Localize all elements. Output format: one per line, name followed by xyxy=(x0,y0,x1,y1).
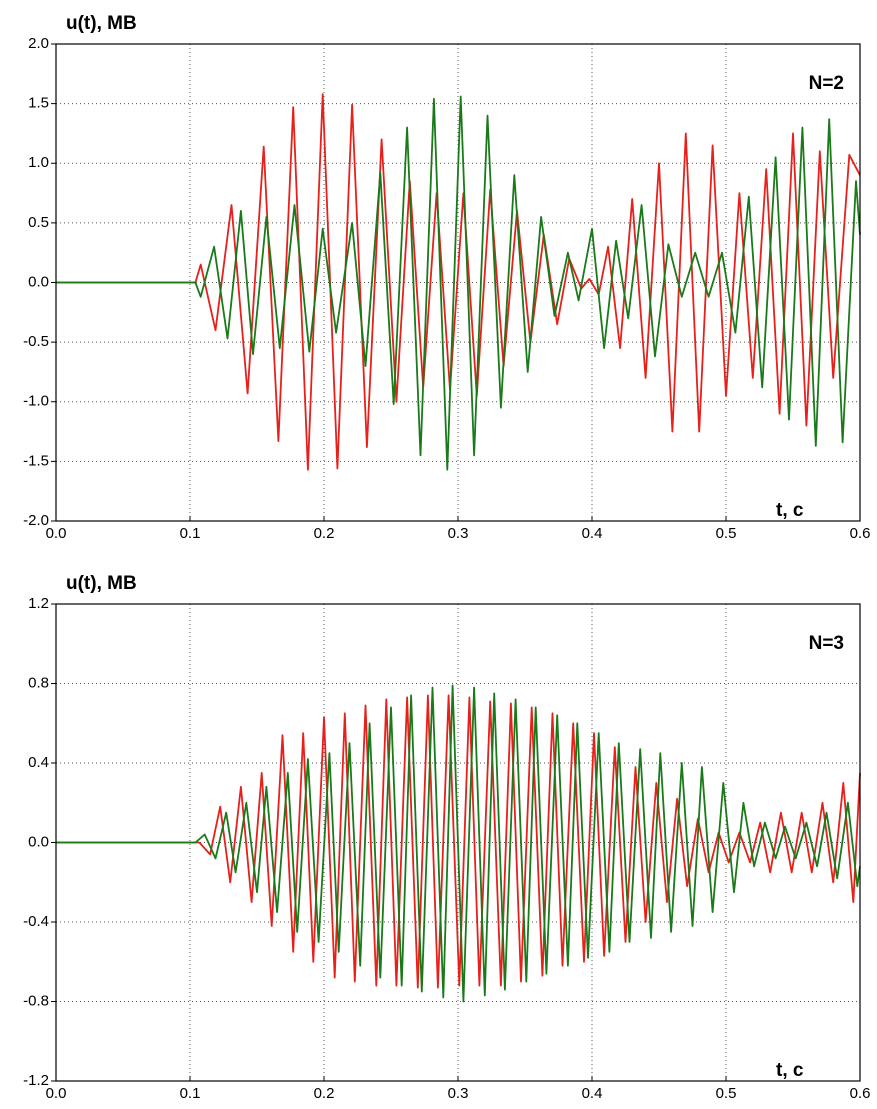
annotation: N=3 xyxy=(809,633,844,654)
y-tick-label: -2.0 xyxy=(23,512,49,529)
signal-line xyxy=(56,684,861,1003)
y-tick-label: -1.0 xyxy=(23,393,49,410)
y-tick-label: 0.5 xyxy=(28,214,49,231)
x-tick-label: 0.5 xyxy=(716,525,737,542)
y-tick-label: -1.5 xyxy=(23,452,49,469)
signal-line xyxy=(56,95,861,471)
x-tick-label: 0.1 xyxy=(180,1085,201,1102)
y-tick-label: 2.0 xyxy=(28,35,49,52)
x-tick-label: 0.3 xyxy=(448,1085,469,1102)
x-tick-label: 0.0 xyxy=(46,1085,67,1102)
x-tick-label: 0.6 xyxy=(850,1085,871,1102)
plot-frame xyxy=(55,43,861,522)
y-tick-label: -0.8 xyxy=(23,992,49,1009)
y-tick-label: 1.0 xyxy=(28,154,49,171)
x-tick-label: 0.3 xyxy=(448,525,469,542)
signal-line xyxy=(56,93,861,471)
y-tick-label: 0.4 xyxy=(28,754,49,771)
y-tick-label: 0.0 xyxy=(28,273,49,290)
y-tick-label: -1.2 xyxy=(23,1072,49,1089)
x-tick-label: 0.4 xyxy=(582,525,603,542)
x-tick-label: 0.0 xyxy=(46,525,67,542)
x-tick-label: 0.2 xyxy=(314,525,335,542)
x-axis-label: t, c xyxy=(776,500,804,521)
y-axis-label: u(t), MB xyxy=(66,573,137,594)
y-tick-label: -0.5 xyxy=(23,333,49,350)
x-tick-label: 0.4 xyxy=(582,1085,603,1102)
y-tick-label: 0.0 xyxy=(28,833,49,850)
x-tick-label: 0.5 xyxy=(716,1085,737,1102)
y-tick-label: -0.4 xyxy=(23,913,49,930)
x-axis-label: t, c xyxy=(776,1060,804,1081)
x-tick-label: 0.6 xyxy=(850,525,871,542)
signal-line xyxy=(56,694,861,989)
annotation: N=2 xyxy=(809,73,844,94)
y-tick-label: 1.5 xyxy=(28,95,49,112)
y-tick-label: 1.2 xyxy=(28,595,49,612)
plot-frame xyxy=(55,603,861,1082)
x-tick-label: 0.1 xyxy=(180,525,201,542)
y-tick-label: 0.8 xyxy=(28,674,49,691)
x-tick-label: 0.2 xyxy=(314,1085,335,1102)
y-axis-label: u(t), MB xyxy=(66,13,137,34)
